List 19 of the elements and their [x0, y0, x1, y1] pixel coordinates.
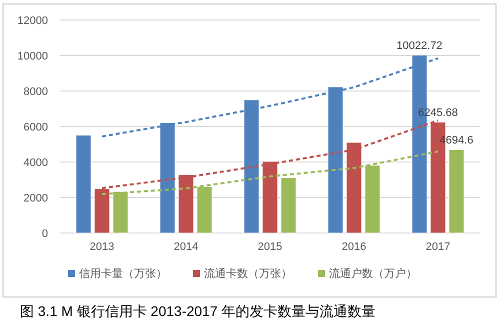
x-tick-label: 2015	[258, 241, 282, 253]
y-tick-label: 8000	[24, 86, 48, 98]
x-tick-label: 2013	[90, 241, 114, 253]
text: 图 3.1 M 银行信用卡 2013-2017 年的发卡数量与流通数量	[20, 303, 376, 319]
data-label: 10022.72	[396, 40, 442, 52]
y-tick-label: 6000	[24, 122, 48, 134]
x-tick-label: 2016	[342, 241, 366, 253]
bar	[448, 149, 464, 234]
y-tick-label: 0	[42, 228, 48, 240]
legend-label: 流通卡数（万张）	[204, 267, 292, 280]
y-tick-label: 4000	[24, 157, 48, 169]
legend-label: 信用卡量（万张）	[79, 267, 167, 280]
x-tick-label: 2014	[174, 241, 198, 253]
y-tick-label: 12000	[17, 15, 48, 27]
bar	[76, 134, 92, 234]
legend-label: 流通户数（万户）	[329, 267, 417, 280]
y-tick-label: 2000	[24, 192, 48, 204]
y-tick-label: 10000	[17, 50, 48, 62]
x-tick-label: 2017	[426, 241, 450, 253]
